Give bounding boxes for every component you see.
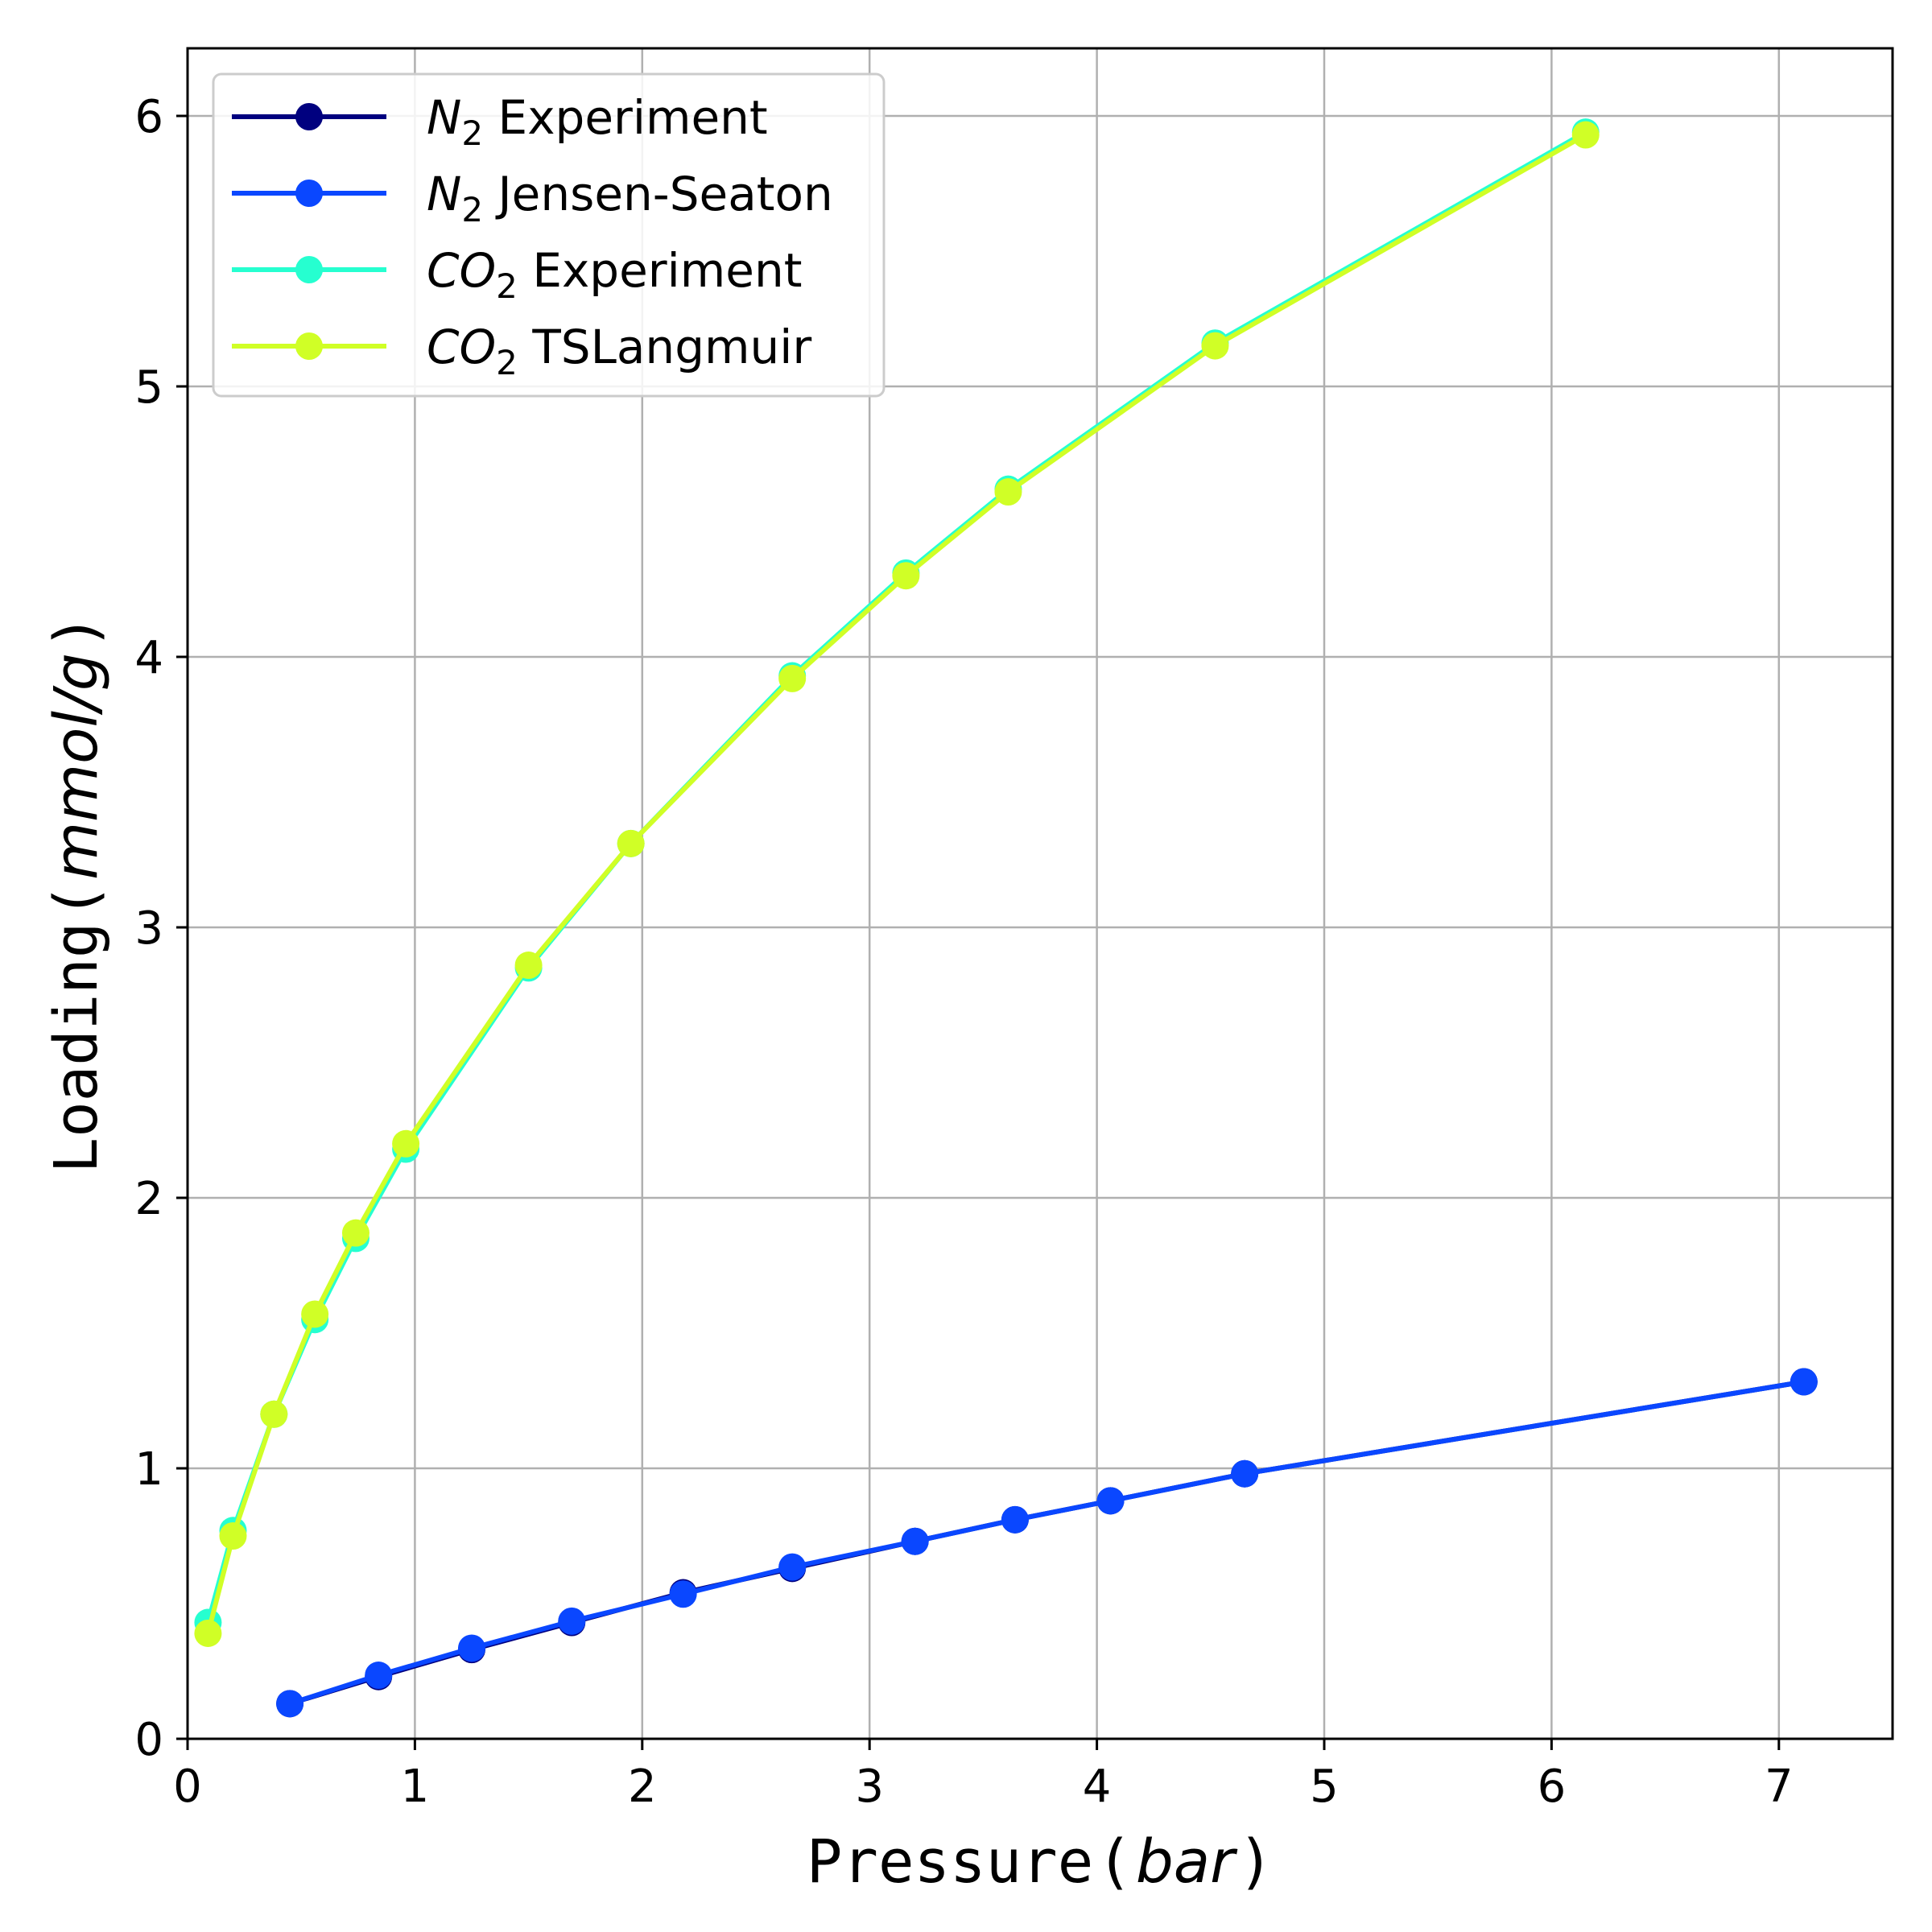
x-tick-label: 4 xyxy=(1083,1761,1112,1813)
plot-frame xyxy=(186,47,1894,1740)
data-point xyxy=(1001,1505,1029,1534)
x-tick-label: 7 xyxy=(1765,1761,1794,1813)
legend-series-name: Jensen-Seaton xyxy=(483,167,833,221)
legend-species: N xyxy=(427,90,461,145)
axis-ticks: 0 1 2 3 4 5 6 7 0 1 2 3 4 5 6 xyxy=(134,91,1793,1813)
y-axis-label-open-paren: ( xyxy=(42,883,111,919)
y-axis-label-close-paren: ) xyxy=(42,614,111,650)
x-axis-label-close-paren: ) xyxy=(1238,1827,1274,1897)
x-axis-label-unit: bar xyxy=(1136,1827,1238,1897)
y-axis-label-unit: mmol/g xyxy=(42,653,111,880)
y-tick-label: 1 xyxy=(134,1443,163,1496)
legend-entry: N2 Jensen-Seaton xyxy=(232,167,833,229)
grid-lines xyxy=(186,48,1893,1740)
legend-species: CO xyxy=(427,243,496,298)
data-point xyxy=(341,1219,369,1247)
legend-entry: CO2 TSLangmuir xyxy=(232,320,811,382)
legend-species-subscript: 2 xyxy=(461,190,483,229)
data-point xyxy=(558,1607,586,1635)
x-tick-label: 6 xyxy=(1538,1761,1567,1813)
y-tick-label: 5 xyxy=(134,361,163,414)
data-point xyxy=(276,1690,304,1718)
legend-species-subscript: 2 xyxy=(496,266,518,306)
data-point xyxy=(617,829,645,857)
legend-label: N2 Experiment xyxy=(427,90,768,153)
data-point xyxy=(1790,1368,1818,1396)
data-point xyxy=(260,1400,288,1428)
x-tick-label: 0 xyxy=(173,1761,202,1813)
y-tick-label: 4 xyxy=(134,632,163,684)
data-point xyxy=(194,1619,222,1647)
legend-entry: N2 Experiment xyxy=(232,90,768,153)
y-axis-label: Loading ( mmol/g ) xyxy=(42,614,111,1174)
data-point xyxy=(669,1580,697,1608)
legend-series-name: TSLangmuir xyxy=(518,320,811,374)
data-point xyxy=(219,1522,247,1550)
y-axis-label-text: Loading xyxy=(42,923,111,1174)
data-point xyxy=(778,1553,807,1581)
legend-swatch-marker xyxy=(295,256,323,283)
data-point xyxy=(365,1662,393,1690)
x-tick-label: 1 xyxy=(401,1761,430,1813)
legend-series-name: Experiment xyxy=(518,243,803,298)
x-tick-label: 2 xyxy=(628,1761,657,1813)
data-point xyxy=(1231,1459,1259,1488)
series-1 xyxy=(276,1368,1818,1718)
data-point xyxy=(994,478,1022,506)
y-tick-label: 2 xyxy=(134,1173,163,1225)
x-axis-label: Pressure ( bar ) xyxy=(807,1827,1274,1897)
legend-species: N xyxy=(427,167,461,221)
legend-box xyxy=(212,72,886,398)
y-tick-label: 0 xyxy=(134,1714,163,1766)
x-axis-label-text: Pressure xyxy=(807,1827,1093,1897)
legend-species: CO xyxy=(427,320,496,374)
y-tick-label: 3 xyxy=(134,902,163,955)
data-point xyxy=(901,1527,929,1555)
data-point xyxy=(1096,1487,1125,1515)
data-point xyxy=(458,1634,485,1662)
data-point xyxy=(778,664,807,692)
legend-label: N2 Jensen-Seaton xyxy=(427,167,833,229)
data-point xyxy=(892,562,920,590)
data-point xyxy=(1571,121,1600,149)
data-point xyxy=(392,1129,420,1158)
series-layer xyxy=(194,118,1818,1718)
legend-label: CO2 TSLangmuir xyxy=(427,320,811,382)
legend-swatch-marker xyxy=(295,180,323,207)
series-0 xyxy=(276,1368,1818,1718)
x-axis-label-open-paren: ( xyxy=(1096,1827,1133,1897)
legend-swatch-marker xyxy=(295,332,323,360)
x-tick-label: 5 xyxy=(1310,1761,1339,1813)
legend-series-name: Experiment xyxy=(483,90,768,145)
x-tick-label: 3 xyxy=(855,1761,884,1813)
data-point xyxy=(514,952,543,980)
data-point xyxy=(301,1300,329,1328)
series-line xyxy=(289,1379,1805,1707)
series-line xyxy=(289,1379,1805,1707)
legend-label: CO2 Experiment xyxy=(427,243,802,306)
y-tick-label: 6 xyxy=(134,91,163,143)
data-point xyxy=(1201,332,1229,360)
series-3 xyxy=(194,121,1600,1647)
legend-swatch-marker xyxy=(295,103,323,130)
legend-entry: CO2 Experiment xyxy=(232,243,802,306)
legend-species-subscript: 2 xyxy=(496,343,518,382)
legend-species-subscript: 2 xyxy=(461,114,483,153)
